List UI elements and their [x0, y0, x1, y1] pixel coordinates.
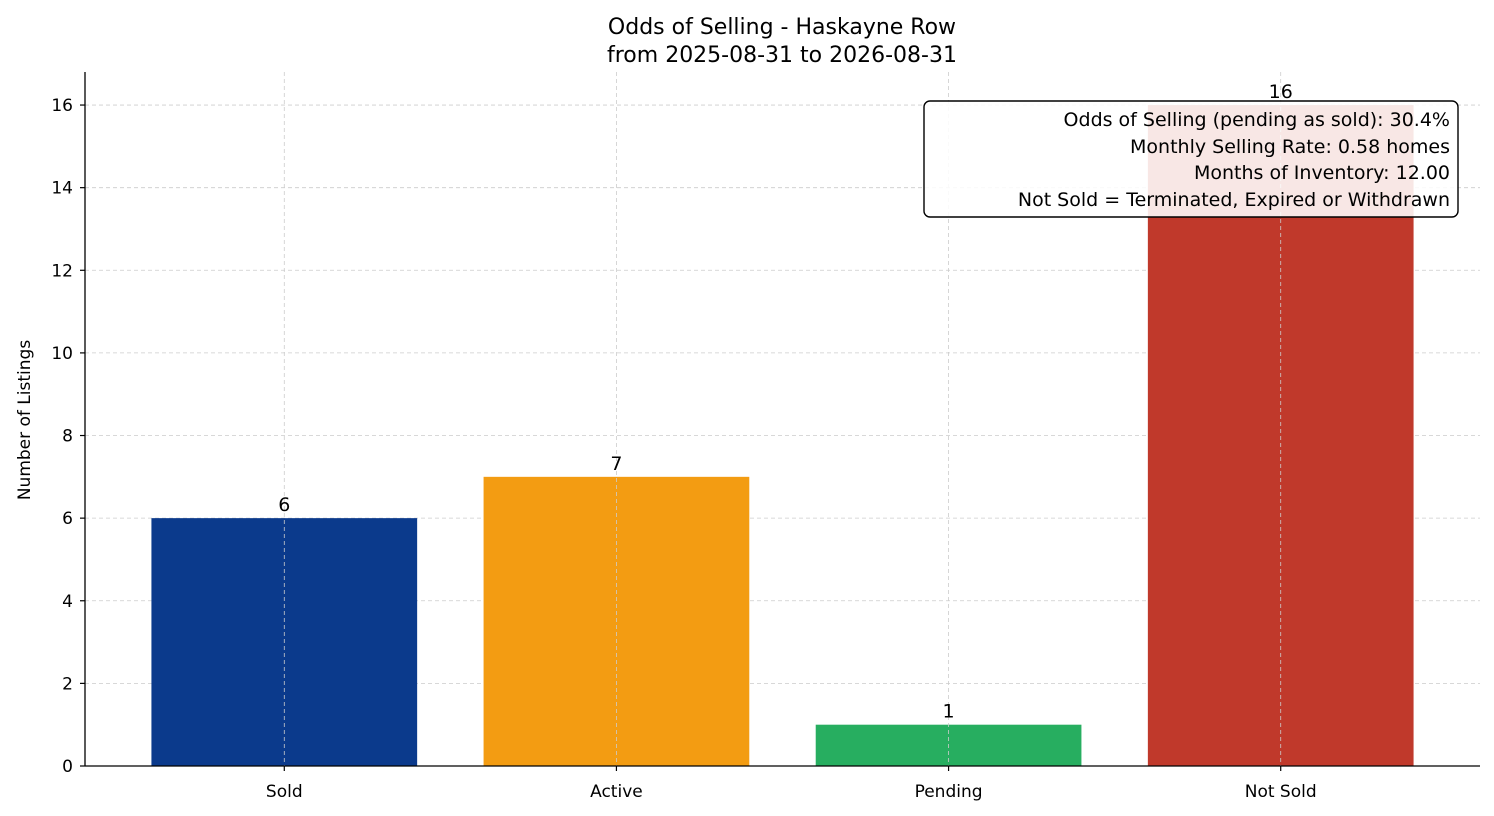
annotation-line-odds: Odds of Selling (pending as sold): 30.4% [1064, 109, 1450, 131]
x-tick-label-active: Active [590, 782, 643, 802]
x-tick-label-pending: Pending [915, 782, 983, 802]
annotation-line-rate: Monthly Selling Rate: 0.58 homes [1130, 136, 1450, 158]
annotation-line-inventory: Months of Inventory: 12.00 [1194, 162, 1450, 184]
annotation-box: Odds of Selling (pending as sold): 30.4%… [923, 100, 1459, 218]
y-tick-label-14: 14 [51, 179, 73, 199]
x-tick-label-not-sold: Not Sold [1245, 782, 1317, 802]
y-tick-label-16: 16 [51, 96, 73, 116]
y-tick-label-8: 8 [62, 427, 73, 447]
chart-title: Odds of Selling - Haskayne Row [608, 15, 956, 40]
chart-subtitle: from 2025-08-31 to 2026-08-31 [607, 43, 957, 68]
y-tick-label-12: 12 [51, 261, 73, 281]
data-label-pending: 1 [943, 701, 955, 723]
y-ticks: 0 2 4 6 8 10 12 14 16 [51, 96, 85, 777]
y-tick-label-0: 0 [62, 757, 73, 777]
y-axis-label: Number of Listings [15, 340, 35, 500]
y-tick-label-10: 10 [51, 344, 73, 364]
y-tick-label-2: 2 [62, 674, 73, 694]
annotation-line-definition: Not Sold = Terminated, Expired or Withdr… [1018, 189, 1450, 211]
bar-labels: 6 7 1 16 [278, 81, 1293, 723]
annotation-frame [923, 100, 1459, 218]
data-label-active: 7 [610, 453, 622, 475]
data-label-sold: 6 [278, 494, 290, 516]
y-tick-label-6: 6 [62, 509, 73, 529]
y-tick-label-4: 4 [62, 592, 73, 612]
x-tick-label-sold: Sold [266, 782, 303, 802]
x-ticks: Sold Active Pending Not Sold [266, 766, 1317, 802]
data-label-not-sold: 16 [1269, 81, 1293, 103]
